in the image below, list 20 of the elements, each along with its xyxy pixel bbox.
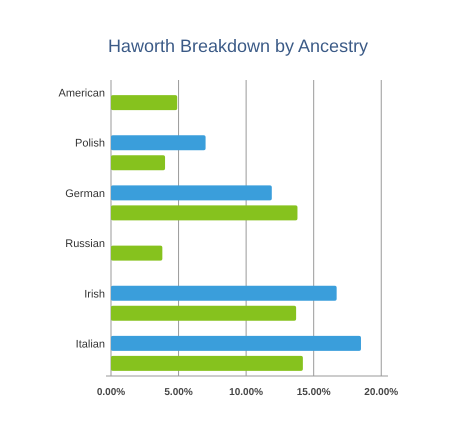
y-tick-label: German	[65, 188, 105, 200]
y-tick-label: American	[58, 88, 105, 100]
x-tick-label: 20.00%	[364, 387, 398, 398]
bar	[111, 286, 337, 301]
bar	[111, 205, 298, 220]
bar	[111, 356, 303, 371]
y-tick-label: Irish	[84, 288, 105, 300]
x-tick-label: 10.00%	[229, 387, 264, 398]
bar	[111, 155, 166, 170]
y-tick-label: Polish	[75, 138, 105, 150]
bar	[111, 336, 361, 351]
bar	[111, 185, 272, 200]
x-tick-label: 0.00%	[96, 387, 126, 398]
x-tick-label: 15.00%	[296, 387, 331, 398]
bar	[111, 306, 296, 321]
bar	[111, 135, 206, 150]
y-tick-label: Russian	[65, 238, 105, 250]
x-tick-label: 5.00%	[164, 387, 193, 398]
chart-title: Haworth Breakdown by Ancestry	[108, 36, 368, 56]
y-tick-label: Italian	[76, 338, 105, 350]
